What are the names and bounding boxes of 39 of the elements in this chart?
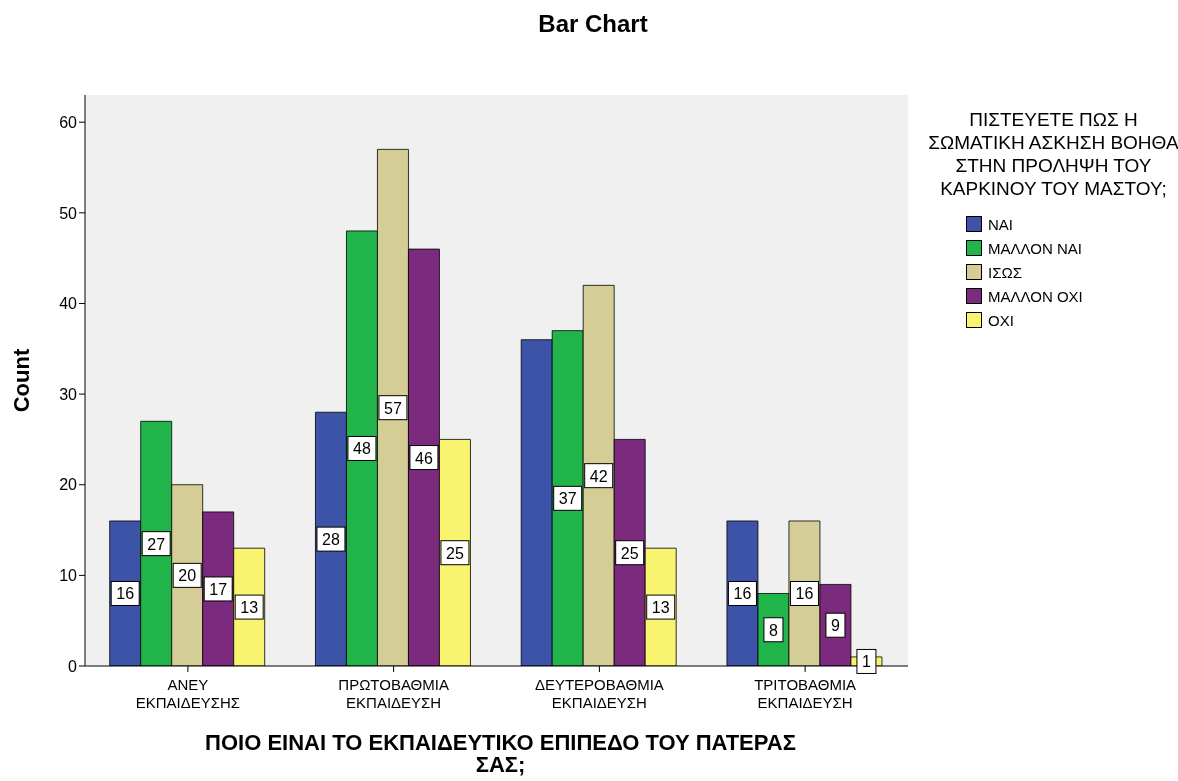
data-label: 1 [861, 653, 871, 671]
data-label: 25 [620, 544, 639, 562]
data-label: 8 [768, 621, 778, 639]
y-tick-label: 0 [68, 657, 78, 675]
legend-label: ΟΧΙ [988, 311, 1014, 329]
y-tick-label: 10 [59, 567, 78, 585]
data-label: 27 [147, 535, 166, 553]
data-label: 37 [558, 490, 577, 508]
y-tick-label: 20 [59, 476, 78, 494]
data-label: 25 [446, 544, 464, 562]
data-label: 42 [589, 467, 608, 485]
y-tick-label: 50 [59, 204, 78, 222]
data-label: 46 [415, 449, 433, 467]
y-axis-title: Count [8, 348, 34, 413]
legend-label: ΙΣΩΣ [988, 263, 1022, 281]
data-label: 48 [353, 440, 371, 458]
y-tick-label: 60 [59, 113, 78, 131]
data-label: 9 [830, 617, 840, 635]
legend-title: ΠΙΣΤΕΥΕΤΕ ΠΩΣ Η ΣΩΜΑΤΙΚΗ ΑΣΚΗΣΗ ΒΟΗΘΑ ΣΤΗΝ ΠΡΟΛΗΨΗ ΤΟΥ ΚΑΡΚΙΝΟΥ ΤΟΥ ΜΑΣΤΟΥ; [927, 108, 1178, 200]
x-axis-title: ΠΟΙΟ ΕΙΝΑΙ ΤΟ ΕΚΠΑΙΔΕΥΤΙΚΟ ΕΠΙΠΕΔΟ ΤΟΥ ΠΑΤΕΡΑΣ ΣΑΣ; [204, 730, 797, 777]
x-tick-label: ΑΝΕΥ ΕΚΠΑΙΔΕΥΣΗΣ [135, 676, 241, 711]
x-tick-label: ΤΡΙΤΟΒΑΘΜΙΑ ΕΚΠΑΙΔΕΥΣΗ [754, 676, 857, 711]
data-label: 16 [733, 585, 752, 603]
data-label: 16 [795, 585, 814, 603]
legend-label: ΝΑΙ [988, 215, 1014, 233]
y-tick-label: 30 [59, 385, 78, 403]
legend-label: ΜΑΛΛΟΝ ΝΑΙ [988, 239, 1082, 257]
x-tick-label: ΠΡΩΤΟΒΑΘΜΙΑ ΕΚΠΑΙΔΕΥΣΗ [338, 676, 449, 711]
x-tick-label: ΔΕΥΤΕΡΟΒΑΘΜΙΑ ΕΚΠΑΙΔΕΥΣΗ [534, 676, 664, 711]
chart-title: Bar Chart [537, 10, 649, 38]
y-tick-label: 40 [59, 295, 78, 313]
data-label: 13 [240, 599, 259, 617]
data-label: 13 [651, 599, 670, 617]
data-label: 16 [116, 585, 135, 603]
data-label: 20 [178, 567, 197, 585]
data-label: 57 [384, 399, 402, 417]
data-label: 28 [322, 531, 340, 549]
data-label: 17 [209, 580, 228, 598]
legend-label: ΜΑΛΛΟΝ ΟΧΙ [988, 287, 1083, 305]
